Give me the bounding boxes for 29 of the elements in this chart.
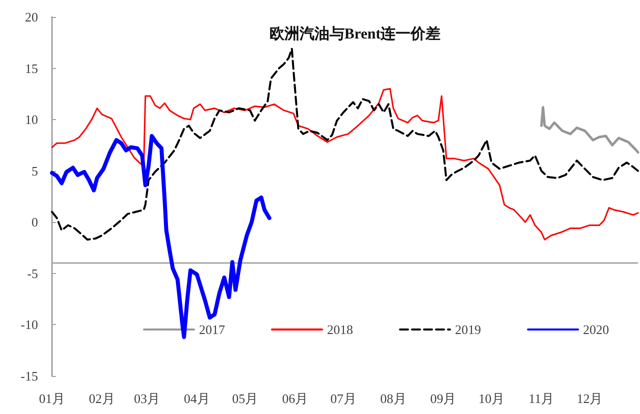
- y-tick-label: 20: [25, 10, 38, 24]
- x-tick-label: 02月: [88, 391, 115, 406]
- y-tick-label: 5: [32, 163, 38, 178]
- x-tick-label: 04月: [184, 391, 210, 406]
- x-tick-label: 01月: [39, 391, 65, 406]
- y-tick-label: -5: [27, 266, 38, 281]
- legend-label: 2019: [455, 322, 481, 337]
- line-series: [540, 106, 640, 154]
- legend-label: 2020: [583, 322, 609, 337]
- y-tick-label: -15: [20, 368, 38, 384]
- x-tick-label: 07月: [330, 391, 356, 406]
- x-tick-label: 08月: [380, 391, 406, 406]
- x-tick-label: 12月: [576, 391, 603, 406]
- x-tick-label: 09月: [430, 391, 456, 406]
- line-series: [51, 88, 639, 240]
- x-tick-label: 11月: [528, 391, 554, 406]
- y-tick-label: 0: [32, 214, 38, 230]
- line-series: [51, 48, 639, 241]
- line-series: [50, 134, 272, 340]
- y-tick-label: 15: [25, 60, 38, 76]
- x-tick-label: 06月: [282, 391, 308, 406]
- x-tick-label: 10月: [478, 391, 504, 406]
- x-tick-label: 03月: [134, 391, 160, 406]
- text: 欧洲汽油与Brent连一价差: [269, 26, 441, 42]
- legend-label: 2017: [199, 322, 226, 337]
- legend-label: 2018: [327, 322, 353, 337]
- y-tick-label: -10: [20, 317, 38, 332]
- x-tick-label: 05月: [232, 391, 258, 406]
- y-tick-label: 10: [25, 112, 38, 128]
